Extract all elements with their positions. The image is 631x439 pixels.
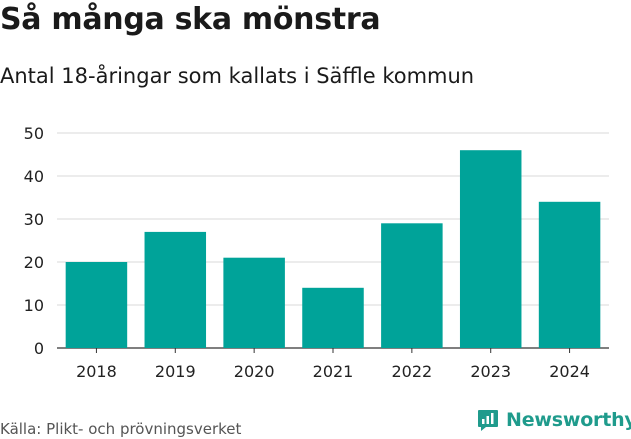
x-tick-label: 2024 (549, 362, 590, 381)
x-tick-label: 2023 (470, 362, 511, 381)
bar (302, 287, 364, 348)
x-tick-label: 2021 (313, 362, 354, 381)
newsworthy-logo-icon (478, 410, 498, 431)
bar (538, 201, 601, 348)
x-tick-label: 2020 (234, 362, 275, 381)
y-tick-label: 50 (24, 124, 44, 143)
x-tick-label: 2019 (155, 362, 196, 381)
bar (381, 223, 443, 348)
bar (459, 150, 522, 348)
y-tick-label: 30 (24, 210, 44, 229)
bar (144, 231, 207, 348)
bar (223, 257, 285, 348)
y-tick-label: 0 (34, 339, 44, 358)
chart-title: Så många ska mönstra (0, 2, 381, 37)
chart-subtitle: Antal 18-åringar som kallats i Säffle ko… (0, 64, 475, 88)
y-tick-label: 40 (24, 167, 44, 186)
y-tick-label: 10 (24, 296, 44, 315)
x-tick-label: 2018 (76, 362, 117, 381)
x-tick-label: 2022 (391, 362, 432, 381)
brand: Newsworthy (476, 408, 631, 432)
y-tick-label: 20 (24, 253, 44, 272)
source-note: Källa: Plikt- och prövningsverket (0, 420, 242, 438)
bar (65, 262, 128, 348)
brand-name: Newsworthy (506, 409, 631, 431)
